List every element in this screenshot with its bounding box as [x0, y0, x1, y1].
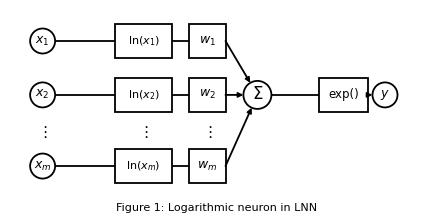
- Bar: [189, 24, 226, 58]
- Text: $\mathrm{ln}(x_2)$: $\mathrm{ln}(x_2)$: [128, 88, 160, 102]
- Bar: [319, 78, 368, 112]
- Text: $w_1$: $w_1$: [199, 35, 216, 48]
- Text: $\mathrm{ln}(x_m)$: $\mathrm{ln}(x_m)$: [126, 159, 161, 173]
- Text: Figure 1: Logarithmic neuron in LNN: Figure 1: Logarithmic neuron in LNN: [116, 204, 318, 213]
- Bar: [115, 78, 172, 112]
- Text: $y$: $y$: [380, 88, 390, 102]
- Bar: [115, 24, 172, 58]
- Text: $\vdots$: $\vdots$: [138, 124, 149, 139]
- Bar: [115, 149, 172, 183]
- Text: exp(): exp(): [328, 88, 359, 101]
- Text: $\vdots$: $\vdots$: [202, 124, 213, 139]
- Text: $w_m$: $w_m$: [197, 160, 217, 173]
- Text: $w_2$: $w_2$: [199, 88, 216, 101]
- Text: $\vdots$: $\vdots$: [37, 124, 48, 139]
- Text: $\Sigma$: $\Sigma$: [252, 85, 263, 103]
- Text: $x_m$: $x_m$: [34, 160, 52, 173]
- Bar: [189, 149, 226, 183]
- Text: $x_2$: $x_2$: [36, 88, 50, 101]
- Bar: [189, 78, 226, 112]
- Text: $\mathrm{ln}(x_1)$: $\mathrm{ln}(x_1)$: [128, 34, 160, 48]
- Text: $x_1$: $x_1$: [36, 35, 50, 48]
